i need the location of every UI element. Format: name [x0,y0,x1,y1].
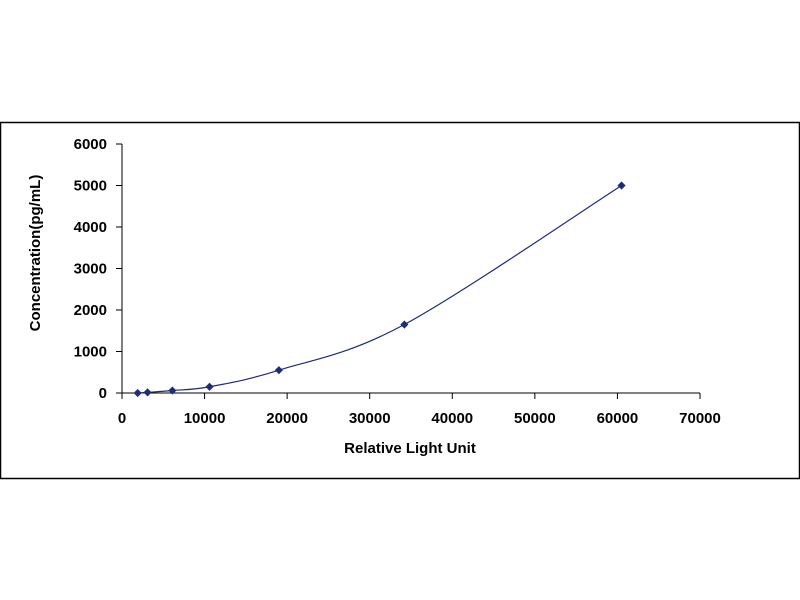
x-axis-ticks: 0 10000 20000 30000 40000 50000 60000 70000 [118,393,721,427]
y-tick-label: 0 [99,385,107,402]
x-tick-label: 70000 [679,410,721,427]
x-tick-label: 40000 [431,410,473,427]
data-point-marker [400,320,409,329]
y-tick-label: 6000 [74,136,107,153]
x-tick-label: 30000 [349,410,391,427]
chart-border [0,121,800,480]
x-tick-label: 0 [118,410,126,427]
x-tick-label: 20000 [266,410,308,427]
data-point-marker [133,388,142,398]
y-tick-label: 4000 [74,219,107,236]
data-point-marker [168,386,177,395]
x-tick-label: 60000 [597,410,639,427]
y-tick-label: 3000 [74,261,107,278]
x-axis-title: Relative Light Unit [344,440,476,457]
data-point-marker [274,366,283,375]
y-tick-label: 2000 [74,302,107,319]
y-tick-label: 1000 [74,344,107,361]
y-axis-title: Concentration(pg/mL) [27,175,44,332]
x-tick-label: 50000 [514,410,556,427]
data-point-marker [143,388,152,397]
data-point-marker [617,181,626,190]
data-point-marker [205,382,214,391]
y-tick-label: 5000 [74,178,107,195]
y-axis-ticks: 0 1000 2000 3000 4000 5000 6000 [74,136,122,402]
data-points [133,181,626,398]
x-tick-label: 10000 [184,410,226,427]
